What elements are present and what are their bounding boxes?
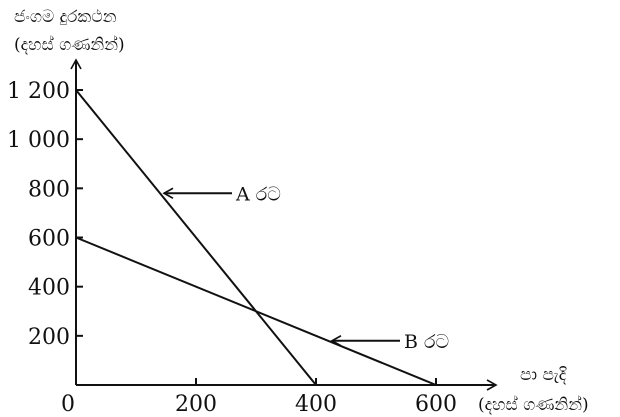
- series-line-b: [75, 236, 437, 386]
- series-label-b: B රට: [404, 331, 449, 353]
- y-axis-label-line1: ජංගම දුරකථන: [14, 7, 117, 27]
- y-tick-label: 1 000: [7, 128, 70, 153]
- y-tick-label: 800: [28, 177, 70, 202]
- y-tick-label: 200: [28, 325, 70, 350]
- x-tick-label: 400: [295, 392, 337, 417]
- annotations: A රට B රට: [162, 183, 449, 353]
- series-label-a: A රට: [235, 183, 281, 205]
- y-axis-label-line2: (දහස් ගණනින්): [14, 35, 125, 55]
- axis-ticks: 200 400 600 800 1 000 1 200 200 400 600: [7, 79, 457, 417]
- y-tick-label: 600: [28, 227, 70, 252]
- origin-label: 0: [61, 392, 75, 417]
- x-axis-label-line2: (දහස් ගණනින්): [478, 395, 589, 415]
- y-tick-label: 400: [28, 276, 70, 301]
- series-lines: [75, 89, 437, 386]
- x-tick-label: 600: [415, 392, 457, 417]
- y-tick-label: 1 200: [7, 79, 70, 104]
- x-axis-label-line1: පා පැදි: [520, 365, 567, 385]
- x-tick-label: 200: [175, 392, 217, 417]
- series-line-a: [75, 89, 317, 386]
